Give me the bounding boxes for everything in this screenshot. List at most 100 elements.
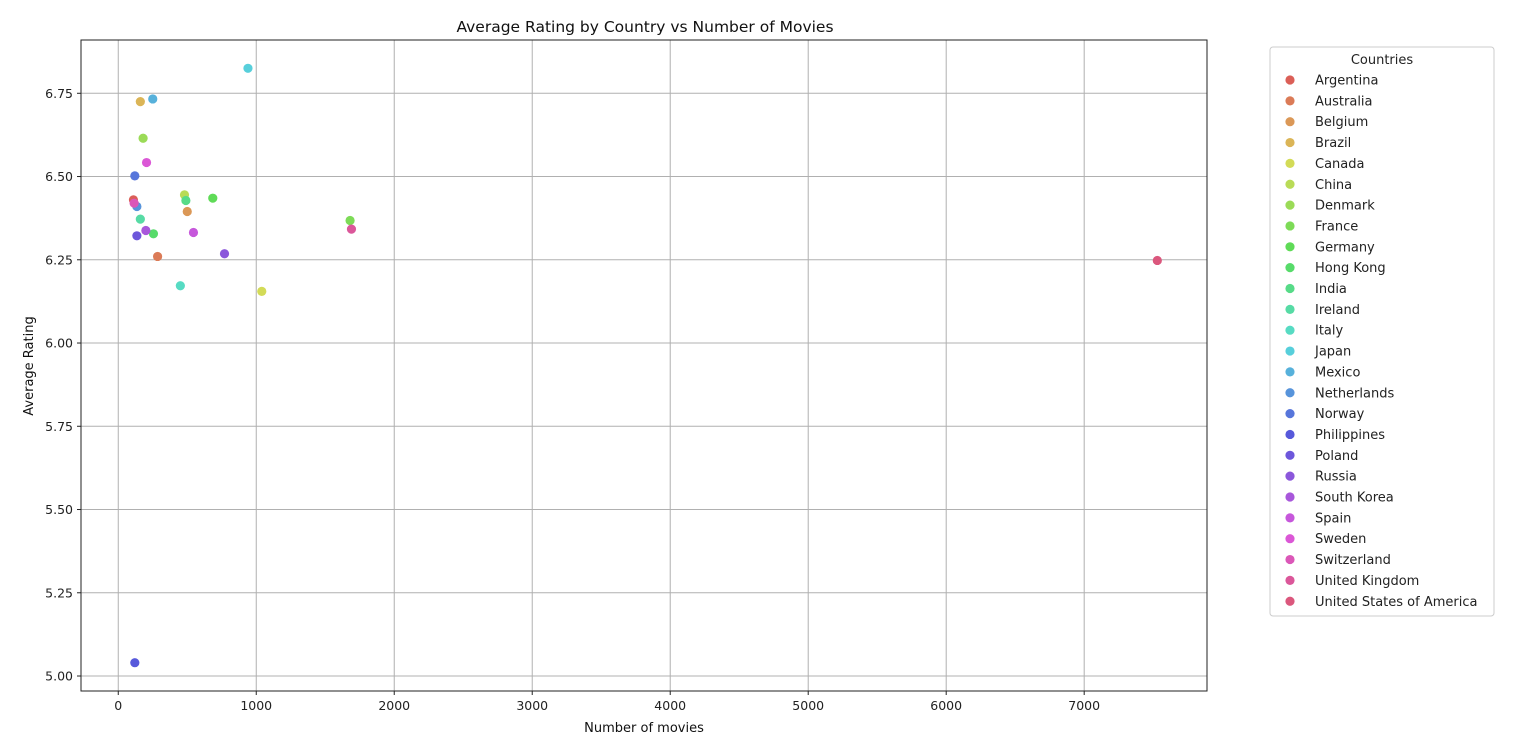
chart-title: Average Rating by Country vs Number of M… — [456, 18, 833, 36]
legend-entry: Netherlands — [1315, 386, 1394, 401]
legend-marker — [1285, 200, 1295, 210]
legend-entry: Sweden — [1315, 532, 1366, 547]
legend-marker — [1285, 283, 1295, 294]
x-tick-label: 2000 — [378, 698, 410, 713]
y-tick-label: 5.75 — [45, 419, 73, 434]
legend-entry: Switzerland — [1315, 553, 1391, 568]
data-point — [138, 133, 148, 143]
legend-entry: Italy — [1315, 324, 1344, 339]
plot-frame — [80, 39, 1208, 692]
legend-marker — [1285, 409, 1295, 419]
data-point — [346, 224, 357, 234]
x-tick-label: 6000 — [930, 698, 962, 713]
legend-marker — [1285, 450, 1295, 460]
data-point — [141, 225, 151, 236]
legend-marker — [1285, 221, 1295, 231]
legend-marker — [1285, 158, 1295, 168]
x-tick-label: 5000 — [792, 698, 824, 713]
y-tick-label: 6.75 — [45, 86, 73, 101]
legend-entry: Russia — [1315, 470, 1357, 485]
legend-entry: Norway — [1315, 407, 1365, 422]
data-point — [130, 171, 140, 181]
legend-entry: India — [1315, 282, 1347, 297]
data-point — [182, 206, 192, 217]
y-tick-label: 5.50 — [45, 502, 73, 517]
legend-entry: United Kingdom — [1315, 574, 1419, 589]
x-tick-label: 4000 — [654, 698, 686, 713]
data-point — [141, 157, 152, 168]
legend-marker — [1285, 492, 1295, 502]
legend-entry: Japan — [1314, 345, 1351, 360]
legend-entry: Canada — [1315, 157, 1364, 172]
x-tick-label: 1000 — [240, 698, 272, 713]
data-point — [243, 63, 253, 73]
data-point — [188, 227, 199, 238]
data-point — [129, 198, 139, 208]
legend-marker — [1285, 367, 1295, 377]
data-points — [128, 63, 1162, 668]
legend-entry: United States of America — [1315, 595, 1477, 610]
data-point — [152, 251, 163, 262]
data-point — [345, 215, 355, 226]
legend-entry: Mexico — [1315, 365, 1360, 380]
legend-marker — [1285, 117, 1295, 127]
legend-marker — [1285, 575, 1295, 586]
legend-marker — [1285, 96, 1295, 106]
data-point — [148, 94, 158, 104]
data-point — [135, 214, 145, 224]
legend-marker — [1285, 325, 1295, 335]
legend-entry: Argentina — [1315, 74, 1378, 89]
legend-entry: Philippines — [1315, 428, 1385, 443]
y-tick-label: 6.50 — [45, 169, 73, 184]
legend-marker — [1285, 534, 1295, 544]
x-axis-ticks: 0 1000 2000 3000 4000 5000 6000 7000 — [114, 691, 1100, 713]
legend-entry: China — [1315, 178, 1352, 193]
data-point — [135, 97, 145, 107]
legend-marker — [1285, 471, 1295, 481]
x-axis-label: Number of movies — [584, 721, 704, 736]
legend-marker — [1285, 596, 1295, 606]
y-tick-label: 5.25 — [45, 585, 73, 600]
y-axis-label: Average Rating — [22, 316, 37, 415]
x-tick-label: 0 — [114, 698, 122, 713]
data-point — [130, 658, 140, 668]
legend-marker — [1285, 137, 1295, 148]
legend-entry: Ireland — [1315, 303, 1360, 318]
legend-entry: Germany — [1315, 240, 1375, 255]
data-point — [208, 193, 218, 203]
legend-marker — [1285, 304, 1295, 314]
legend-marker — [1285, 429, 1295, 440]
legend-marker — [1285, 513, 1295, 523]
data-point — [148, 229, 159, 239]
legend-entry: Australia — [1315, 94, 1373, 109]
y-axis-ticks: 5.00 5.25 5.50 5.75 6.00 6.25 6.50 6.75 — [45, 86, 81, 684]
legend-marker — [1285, 346, 1295, 356]
legend-marker — [1285, 179, 1295, 189]
legend-marker — [1285, 75, 1295, 85]
x-tick-label: 3000 — [516, 698, 548, 713]
x-tick-label: 7000 — [1068, 698, 1100, 713]
legend-entry: Spain — [1315, 511, 1351, 526]
legend-entry: France — [1315, 219, 1358, 234]
y-tick-label: 6.00 — [45, 336, 73, 351]
data-point — [1152, 255, 1162, 266]
legend: Countries Argentina Australia Belgium Brazi… — [1269, 46, 1495, 617]
legend-items: Argentina Australia Belgium Brazil Canada Chi… — [1285, 74, 1477, 610]
y-tick-label: 6.25 — [45, 252, 73, 267]
legend-box — [1269, 46, 1495, 617]
data-point — [219, 249, 230, 259]
data-point — [175, 281, 185, 291]
legend-marker — [1285, 242, 1295, 252]
grid-lines — [81, 40, 1207, 691]
legend-entry: Hong Kong — [1315, 261, 1386, 276]
legend-entry: Denmark — [1315, 199, 1375, 214]
data-point — [257, 286, 267, 297]
data-point — [132, 231, 142, 241]
legend-title: Countries — [1351, 53, 1414, 68]
legend-entry: Poland — [1315, 449, 1358, 464]
legend-marker — [1285, 388, 1295, 398]
legend-entry: Belgium — [1315, 115, 1368, 130]
data-point — [181, 195, 191, 206]
legend-entry: Brazil — [1315, 136, 1351, 151]
